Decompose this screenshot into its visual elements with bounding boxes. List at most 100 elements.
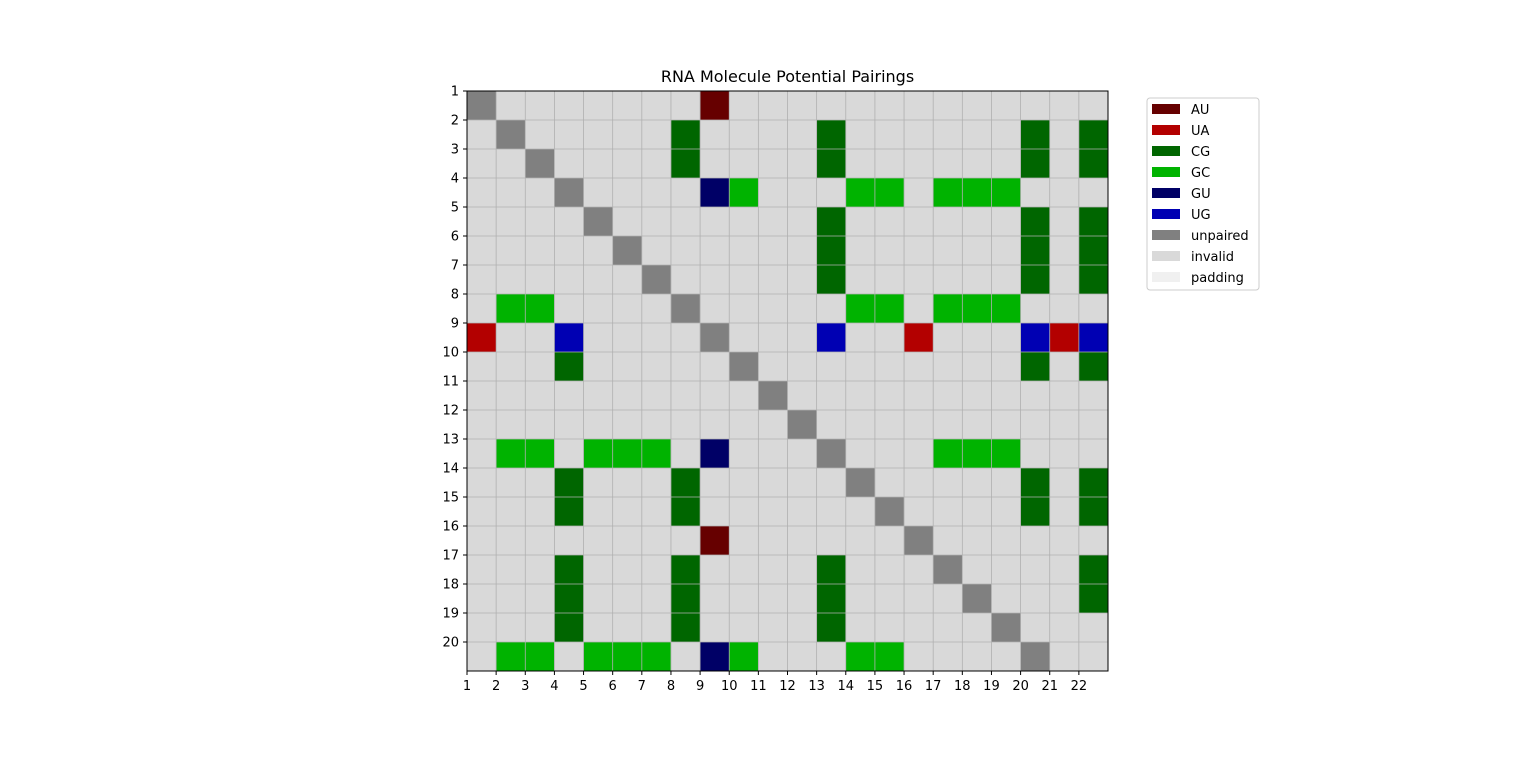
heatmap-cell: [525, 439, 555, 469]
heatmap-cell: [845, 584, 876, 614]
heatmap-cell: [874, 91, 905, 121]
heatmap-cell: [787, 613, 818, 643]
heatmap-cell: [641, 526, 672, 556]
heatmap-cell: [845, 265, 876, 295]
heatmap-cell: [962, 352, 992, 382]
heatmap-cell: [700, 381, 730, 411]
heatmap-cell: [787, 584, 818, 614]
heatmap-cell: [583, 468, 614, 498]
heatmap-cell: [583, 149, 614, 179]
heatmap-cell: [700, 642, 730, 672]
heatmap-cell: [554, 178, 584, 208]
heatmap-cell: [583, 265, 614, 295]
x-tick-label: 6: [609, 679, 617, 694]
heatmap-cell: [525, 555, 555, 585]
heatmap-cell: [1078, 178, 1109, 208]
heatmap-cell: [933, 265, 963, 295]
x-tick-label: 19: [983, 679, 1000, 694]
heatmap-cell: [904, 555, 934, 585]
heatmap-cell: [700, 149, 730, 179]
heatmap-cell: [991, 323, 1021, 353]
heatmap-cell: [962, 149, 992, 179]
heatmap-cell: [496, 555, 526, 585]
heatmap-cell: [1049, 265, 1080, 295]
heatmap-cell: [758, 642, 788, 672]
heatmap-cell: [758, 294, 788, 324]
heatmap-cell: [554, 410, 584, 440]
heatmap-cell: [845, 120, 876, 150]
heatmap-cell: [787, 91, 818, 121]
heatmap-cell: [1078, 613, 1109, 643]
heatmap-cell: [874, 207, 905, 237]
heatmap-cell: [583, 381, 614, 411]
heatmap-cell: [525, 149, 555, 179]
heatmap-cell: [467, 352, 497, 382]
y-tick-label: 14: [442, 462, 459, 477]
heatmap-cell: [1049, 236, 1080, 266]
heatmap-cell: [1078, 381, 1109, 411]
heatmap-cell: [467, 439, 497, 469]
heatmap-cell: [670, 642, 701, 672]
heatmap-cell: [554, 149, 584, 179]
heatmap-cell: [787, 497, 818, 527]
heatmap-cell: [787, 555, 818, 585]
y-tick-label: 17: [442, 549, 459, 564]
heatmap-cell: [1020, 178, 1051, 208]
heatmap-cell: [612, 497, 643, 527]
heatmap-cell: [845, 555, 876, 585]
heatmap-cell: [933, 497, 963, 527]
heatmap-cell: [496, 178, 526, 208]
heatmap-cell: [904, 642, 934, 672]
heatmap-cell: [670, 613, 701, 643]
heatmap-cell: [816, 149, 847, 179]
heatmap-cell: [583, 410, 614, 440]
heatmap-cell: [816, 410, 847, 440]
heatmap-cell: [700, 410, 730, 440]
heatmap-cell: [700, 294, 730, 324]
heatmap-cell: [758, 323, 788, 353]
heatmap-cell: [583, 642, 614, 672]
heatmap-cell: [525, 526, 555, 556]
heatmap-cell: [758, 410, 788, 440]
heatmap-cell: [1078, 468, 1109, 498]
heatmap-cell: [962, 178, 992, 208]
heatmap-cell: [1020, 410, 1051, 440]
heatmap-cell: [496, 149, 526, 179]
heatmap-cell: [729, 613, 759, 643]
heatmap-cell: [496, 584, 526, 614]
legend-swatch-UA: [1152, 125, 1180, 135]
heatmap-cell: [583, 439, 614, 469]
heatmap-cell: [787, 149, 818, 179]
legend-label-CG: CG: [1191, 145, 1210, 160]
heatmap-cell: [933, 468, 963, 498]
heatmap-cell: [467, 642, 497, 672]
heatmap-cell: [583, 555, 614, 585]
heatmap-cell: [700, 555, 730, 585]
x-tick-label: 12: [779, 679, 796, 694]
heatmap-cell: [933, 323, 963, 353]
heatmap-cell: [933, 613, 963, 643]
y-tick-label: 3: [451, 143, 459, 158]
legend-swatch-UG: [1152, 209, 1180, 219]
y-tick-label: 6: [451, 230, 459, 245]
heatmap-cell: [670, 120, 701, 150]
heatmap-cell: [874, 497, 905, 527]
heatmap-cell: [496, 236, 526, 266]
heatmap-cell: [641, 468, 672, 498]
y-tick-label: 13: [442, 433, 459, 448]
heatmap-cell: [583, 352, 614, 382]
heatmap-cell: [845, 236, 876, 266]
heatmap-cell: [612, 642, 643, 672]
heatmap-cell: [467, 323, 497, 353]
heatmap-cell: [904, 468, 934, 498]
heatmap-cell: [933, 91, 963, 121]
heatmap-cell: [525, 642, 555, 672]
heatmap-cell: [1049, 149, 1080, 179]
legend-label-GU: GU: [1191, 187, 1211, 202]
heatmap-cell: [612, 439, 643, 469]
heatmap-cell: [612, 91, 643, 121]
legend: AU UA CG GC GU UG unpaired invalid padding: [1146, 97, 1260, 291]
heatmap-cell: [933, 381, 963, 411]
heatmap-cell: [962, 323, 992, 353]
heatmap-cell: [962, 613, 992, 643]
